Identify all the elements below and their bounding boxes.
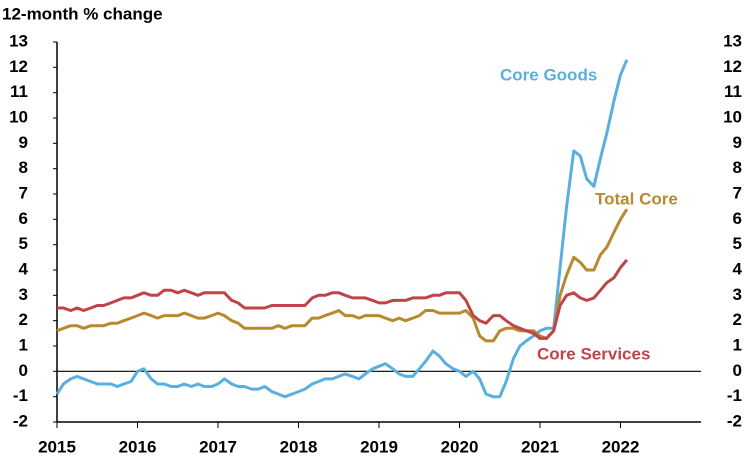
y-tick-label-right: 13 bbox=[723, 31, 742, 50]
x-tick-label: 2022 bbox=[602, 437, 640, 456]
y-tick-label: 6 bbox=[19, 209, 28, 228]
series-line bbox=[55, 59, 629, 399]
y-tick-label: 2 bbox=[19, 310, 28, 329]
y-tick-label: 12 bbox=[9, 57, 28, 76]
y-tick-label: 5 bbox=[19, 234, 28, 253]
x-tick-label: 2016 bbox=[119, 437, 157, 456]
y-tick-label: 7 bbox=[19, 183, 28, 202]
series-line bbox=[57, 258, 629, 340]
y-tick-label: -1 bbox=[13, 386, 28, 405]
series-label: Total Core bbox=[595, 189, 678, 208]
y-tick-label-right: 1 bbox=[733, 335, 742, 354]
y-tick-label-right: 9 bbox=[733, 133, 742, 152]
y-tick-label: 10 bbox=[9, 107, 28, 126]
x-tick-label: 2018 bbox=[280, 437, 318, 456]
y-tick-label-right: -2 bbox=[727, 411, 742, 430]
y-tick-label: -2 bbox=[13, 411, 28, 430]
y-tick-label-right: 2 bbox=[733, 310, 742, 329]
x-tick-label: 2015 bbox=[38, 437, 76, 456]
y-tick-label: 9 bbox=[19, 133, 28, 152]
y-tick-label: 13 bbox=[9, 31, 28, 50]
x-tick-label: 2021 bbox=[521, 437, 559, 456]
y-tick-label: 11 bbox=[10, 82, 28, 101]
x-tick-label: 2019 bbox=[360, 437, 398, 456]
series-label: Core Services bbox=[537, 344, 650, 363]
y-tick-label-right: 10 bbox=[723, 107, 742, 126]
y-tick-label-right: -1 bbox=[727, 386, 742, 405]
x-tick-label: 2020 bbox=[441, 437, 479, 456]
y-tick-label-right: 5 bbox=[733, 234, 742, 253]
y-tick-label: 0 bbox=[19, 361, 28, 380]
y-tick-label: 8 bbox=[19, 158, 28, 177]
y-tick-label-right: 3 bbox=[733, 285, 742, 304]
y-tick-label-right: 0 bbox=[733, 361, 742, 380]
y-tick-label-right: 8 bbox=[733, 158, 742, 177]
y-tick-label: 4 bbox=[19, 259, 29, 278]
y-tick-label: 1 bbox=[19, 335, 28, 354]
x-tick-label: 2017 bbox=[199, 437, 237, 456]
y-tick-label-right: 6 bbox=[733, 209, 742, 228]
series-label: Core Goods bbox=[500, 65, 597, 84]
y-tick-label-right: 12 bbox=[723, 57, 742, 76]
y-tick-label-right: 7 bbox=[733, 183, 742, 202]
chart-title: 12-month % change bbox=[2, 4, 163, 23]
y-tick-label: 3 bbox=[19, 285, 28, 304]
y-tick-label-right: 4 bbox=[733, 259, 743, 278]
series-line bbox=[56, 208, 629, 343]
y-tick-label-right: 11 bbox=[724, 82, 742, 101]
